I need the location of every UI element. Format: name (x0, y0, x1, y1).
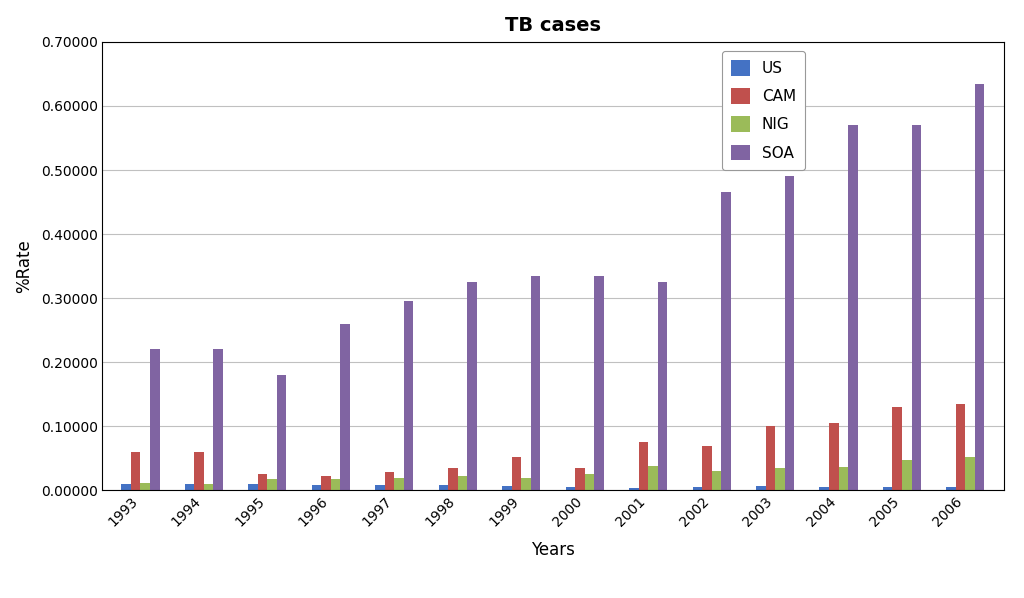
Bar (766, 426, 775, 490)
Bar (131, 452, 140, 490)
Bar (585, 474, 594, 490)
Legend: US, CAM, NIG, SOA: US, CAM, NIG, SOA (722, 51, 805, 170)
Y-axis label: %Rate: %Rate (15, 239, 33, 293)
Bar (883, 487, 893, 490)
Bar (458, 476, 467, 490)
Bar (648, 466, 657, 490)
Bar (322, 476, 331, 490)
Bar (966, 457, 975, 490)
Bar (839, 467, 848, 490)
Bar (565, 487, 575, 490)
Bar (122, 484, 131, 490)
Bar (195, 452, 204, 490)
Bar (385, 472, 394, 490)
Bar (375, 485, 385, 490)
Bar (975, 84, 984, 490)
Bar (829, 423, 839, 490)
Bar (213, 349, 223, 490)
Bar (204, 484, 213, 490)
Bar (902, 460, 911, 490)
Bar (331, 479, 340, 490)
Bar (312, 485, 322, 490)
Title: TB cases: TB cases (505, 16, 601, 35)
X-axis label: Years: Years (531, 541, 574, 559)
Bar (150, 349, 160, 490)
Bar (657, 282, 668, 490)
Bar (594, 276, 604, 490)
Bar (403, 301, 414, 490)
Bar (756, 486, 766, 490)
Bar (893, 407, 902, 490)
Bar (712, 471, 721, 490)
Bar (449, 468, 458, 490)
Bar (784, 176, 794, 490)
Bar (340, 324, 350, 490)
Bar (276, 375, 287, 490)
Bar (848, 125, 857, 490)
Bar (911, 125, 921, 490)
Bar (575, 468, 585, 490)
Bar (692, 487, 702, 490)
Bar (467, 282, 477, 490)
Bar (512, 457, 521, 490)
Bar (394, 478, 403, 490)
Bar (775, 468, 784, 490)
Bar (249, 484, 258, 490)
Bar (946, 487, 956, 490)
Bar (819, 487, 829, 490)
Bar (258, 474, 267, 490)
Bar (521, 478, 530, 490)
Bar (721, 193, 731, 490)
Bar (185, 484, 195, 490)
Bar (530, 276, 541, 490)
Bar (502, 486, 512, 490)
Bar (639, 443, 648, 490)
Bar (140, 483, 150, 490)
Bar (267, 479, 276, 490)
Bar (629, 488, 639, 490)
Bar (702, 446, 712, 490)
Bar (956, 404, 966, 490)
Bar (438, 485, 449, 490)
